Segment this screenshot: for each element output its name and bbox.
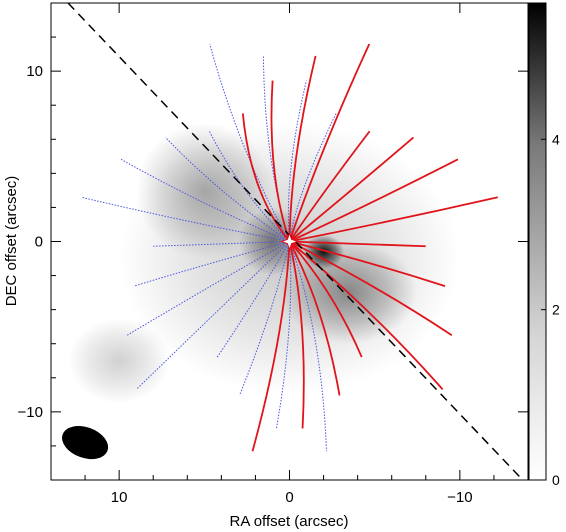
red-contour-13 [288, 240, 363, 358]
blue-contour-13 [216, 241, 290, 358]
y-tick-label: −10 [18, 404, 43, 421]
x-axis-label: RA offset (arcsec) [230, 513, 349, 530]
colorbar-tick-label: 2 [552, 302, 560, 318]
redshifted-contours [241, 43, 498, 452]
blueshifted-contours [81, 43, 337, 452]
red-contour-12 [288, 240, 444, 391]
red-contour-6 [288, 136, 415, 243]
x-tick-label: 0 [285, 489, 293, 506]
overlay-layer [62, 3, 521, 478]
colorbar [528, 2, 547, 481]
blue-contour-11 [126, 241, 290, 336]
red-contour-7 [289, 158, 459, 243]
continuum-blob-2 [136, 122, 273, 259]
red-contour-14 [288, 241, 341, 396]
red-contour-9 [289, 240, 426, 248]
continuum-blob-6 [68, 318, 171, 404]
blue-contour-8 [81, 196, 290, 242]
blue-contour-6 [165, 137, 290, 242]
red-contour-1 [241, 113, 291, 243]
beam-ellipse [62, 425, 109, 460]
red-contour-5 [288, 130, 371, 243]
major-axis-line [67, 3, 521, 478]
blue-contour-16 [289, 241, 327, 452]
red-contour-11 [289, 240, 453, 336]
x-tick-label: 10 [111, 489, 128, 506]
blue-contour-10 [133, 241, 290, 287]
center-star-marker [280, 232, 299, 251]
blue-contour-2 [287, 80, 307, 242]
y-tick-label: 0 [35, 234, 43, 251]
blue-contour-1 [289, 113, 337, 242]
blue-contour-9 [153, 241, 290, 247]
blue-contour-14 [239, 241, 290, 396]
red-contour-8 [289, 196, 498, 243]
axes: 10 0 −10 −10 0 10 [18, 2, 529, 506]
red-contour-10 [289, 240, 446, 287]
red-contour-15 [288, 241, 305, 429]
colorbar-tick-label: 4 [552, 131, 560, 147]
blue-contour-15 [275, 241, 292, 429]
blue-contour-12 [135, 241, 290, 390]
red-contour-16 [251, 241, 291, 452]
colorbar-tick-label: 0 [552, 472, 560, 488]
red-contour-2 [270, 80, 291, 242]
red-contour-4 [288, 43, 371, 242]
colorbar-ticks: 0 2 4 [541, 131, 560, 488]
y-axis-label: DEC offset (arcsec) [3, 176, 20, 307]
continuum-heatmap [68, 122, 460, 404]
red-contour-3 [288, 55, 317, 242]
x-tick-label: −10 [447, 489, 472, 506]
blue-contour-4 [209, 43, 290, 242]
blue-contour-5 [208, 131, 290, 242]
y-tick-label: 10 [26, 63, 43, 80]
blue-contour-7 [120, 158, 290, 242]
